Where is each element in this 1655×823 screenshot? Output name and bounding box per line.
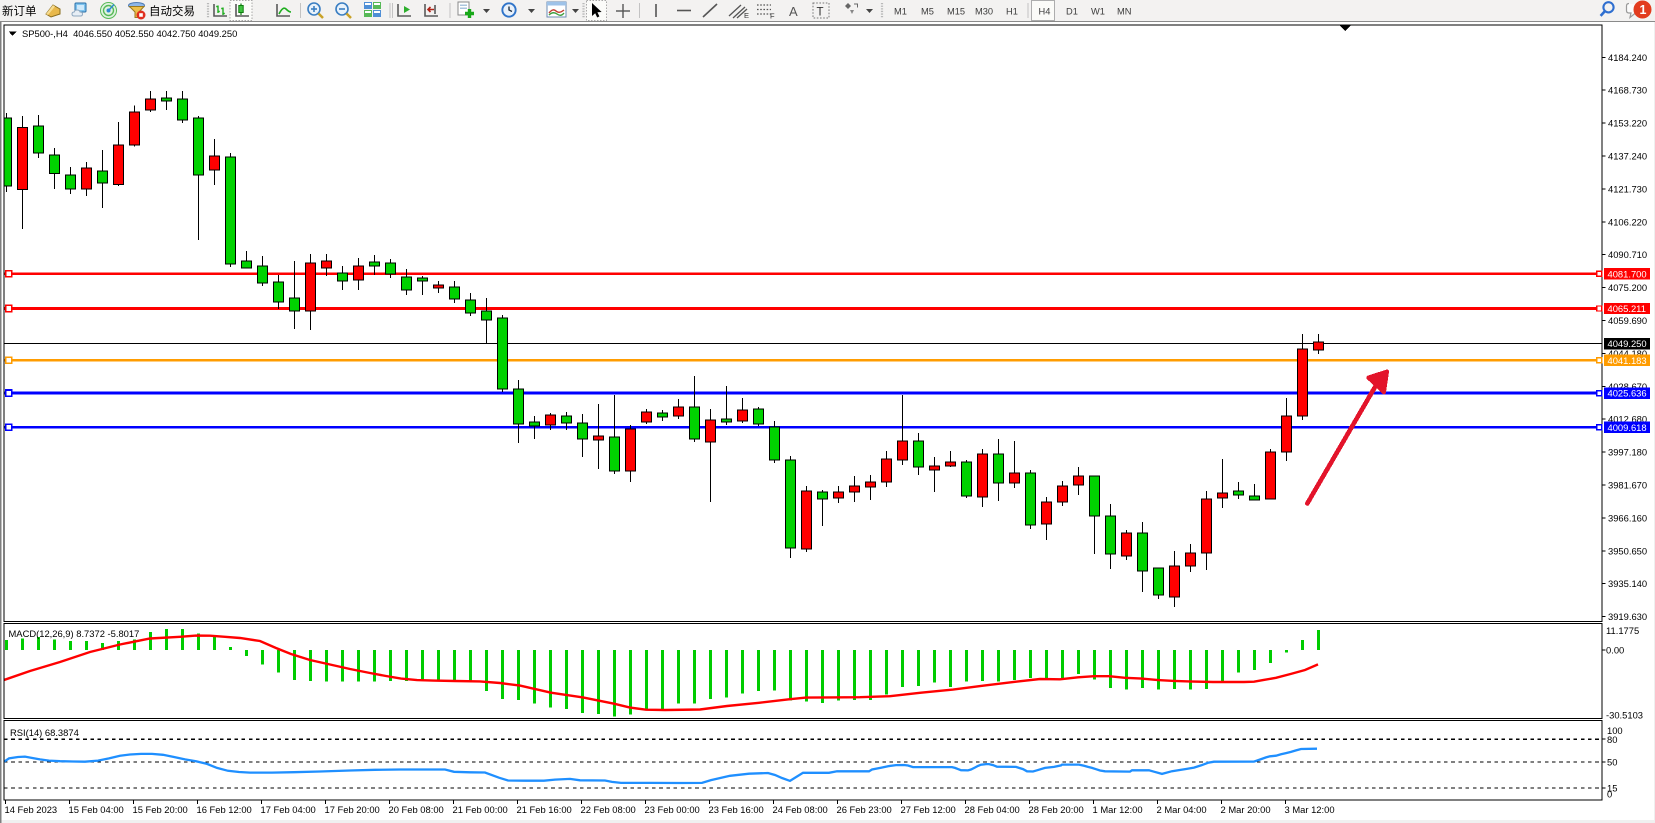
svg-text:M15: M15 — [947, 7, 965, 17]
svg-text:3935.140: 3935.140 — [1608, 578, 1647, 589]
svg-text:T: T — [817, 7, 824, 19]
svg-text:W1: W1 — [1091, 7, 1105, 17]
svg-text:4065.211: 4065.211 — [1608, 303, 1646, 314]
svg-text:M1: M1 — [894, 7, 907, 17]
svg-text:22 Feb 08:00: 22 Feb 08:00 — [581, 804, 636, 815]
svg-text:4184.240: 4184.240 — [1608, 52, 1647, 63]
svg-text:A: A — [789, 4, 798, 19]
svg-text:SP500-,H4 4046.550 4052.550 4: SP500-,H4 4046.550 4052.550 4042.750 404… — [22, 28, 237, 39]
svg-text:2 Mar 04:00: 2 Mar 04:00 — [1157, 804, 1207, 815]
svg-text:4121.730: 4121.730 — [1608, 183, 1647, 194]
svg-text:21 Feb 00:00: 21 Feb 00:00 — [453, 804, 508, 815]
svg-text:4028.670: 4028.670 — [1608, 381, 1647, 392]
svg-text:3919.630: 3919.630 — [1608, 611, 1647, 622]
svg-text:自动交易: 自动交易 — [149, 4, 195, 18]
svg-text:26 Feb 23:00: 26 Feb 23:00 — [837, 804, 892, 815]
svg-text:4081.700: 4081.700 — [1608, 268, 1647, 279]
svg-text:23 Feb 00:00: 23 Feb 00:00 — [645, 804, 700, 815]
svg-text:4009.618: 4009.618 — [1608, 422, 1647, 433]
svg-text:F: F — [770, 12, 775, 21]
svg-text:15: 15 — [1607, 782, 1617, 793]
svg-text:3 Mar 12:00: 3 Mar 12:00 — [1285, 804, 1335, 815]
svg-text:3997.180: 3997.180 — [1608, 447, 1647, 458]
svg-text:4049.250: 4049.250 — [1608, 338, 1647, 349]
svg-text:2 Mar 20:00: 2 Mar 20:00 — [1221, 804, 1271, 815]
svg-text:RSI(14) 68.3874: RSI(14) 68.3874 — [10, 727, 79, 738]
svg-text:80: 80 — [1607, 734, 1617, 745]
svg-text:4025.636: 4025.636 — [1608, 388, 1647, 399]
svg-text:新订单: 新订单 — [2, 4, 37, 18]
svg-text:3950.650: 3950.650 — [1608, 545, 1647, 556]
svg-text:17 Feb 20:00: 17 Feb 20:00 — [325, 804, 380, 815]
svg-text:21 Feb 16:00: 21 Feb 16:00 — [517, 804, 572, 815]
svg-text:14 Feb 2023: 14 Feb 2023 — [5, 804, 58, 815]
svg-text:3981.670: 3981.670 — [1608, 480, 1647, 491]
svg-text:28 Feb 04:00: 28 Feb 04:00 — [965, 804, 1020, 815]
svg-text:4059.690: 4059.690 — [1608, 315, 1647, 326]
svg-text:0: 0 — [1607, 788, 1612, 799]
svg-text:4168.730: 4168.730 — [1608, 85, 1647, 96]
svg-text:20 Feb 08:00: 20 Feb 08:00 — [389, 804, 444, 815]
svg-text:4106.220: 4106.220 — [1608, 216, 1647, 227]
svg-text:24 Feb 08:00: 24 Feb 08:00 — [773, 804, 828, 815]
svg-text:28 Feb 20:00: 28 Feb 20:00 — [1029, 804, 1084, 815]
svg-text:4075.200: 4075.200 — [1608, 282, 1647, 293]
svg-text:4137.240: 4137.240 — [1608, 151, 1647, 162]
svg-text:MN: MN — [1117, 7, 1131, 17]
svg-text:50: 50 — [1607, 757, 1617, 768]
svg-text:H4: H4 — [1039, 7, 1051, 17]
svg-text:-30.5103: -30.5103 — [1606, 710, 1643, 721]
svg-text:1 Mar 12:00: 1 Mar 12:00 — [1093, 804, 1143, 815]
svg-text:4090.710: 4090.710 — [1608, 249, 1647, 260]
svg-text:4041.183: 4041.183 — [1608, 355, 1647, 366]
svg-text:23 Feb 16:00: 23 Feb 16:00 — [709, 804, 764, 815]
svg-text:D1: D1 — [1066, 7, 1078, 17]
svg-text:1: 1 — [1640, 3, 1647, 17]
svg-text:3966.160: 3966.160 — [1608, 512, 1647, 523]
svg-text:4153.220: 4153.220 — [1608, 118, 1647, 129]
svg-text:100: 100 — [1607, 725, 1623, 736]
svg-text:M30: M30 — [975, 7, 993, 17]
svg-text:H1: H1 — [1006, 7, 1018, 17]
svg-text:4044.180: 4044.180 — [1608, 348, 1647, 359]
svg-text:E: E — [744, 11, 749, 20]
svg-text:4012.680: 4012.680 — [1608, 414, 1647, 425]
svg-text:MACD(12,26,9) 8.7372 -5.8017: MACD(12,26,9) 8.7372 -5.8017 — [9, 628, 140, 639]
svg-text:16 Feb 12:00: 16 Feb 12:00 — [197, 804, 252, 815]
svg-text:M5: M5 — [921, 7, 934, 17]
svg-text:11.1775: 11.1775 — [1606, 625, 1639, 636]
svg-text:0.00: 0.00 — [1606, 644, 1624, 655]
svg-text:15 Feb 20:00: 15 Feb 20:00 — [133, 804, 188, 815]
svg-text:15 Feb 04:00: 15 Feb 04:00 — [69, 804, 124, 815]
svg-text:17 Feb 04:00: 17 Feb 04:00 — [261, 804, 316, 815]
svg-text:27 Feb 12:00: 27 Feb 12:00 — [901, 804, 956, 815]
